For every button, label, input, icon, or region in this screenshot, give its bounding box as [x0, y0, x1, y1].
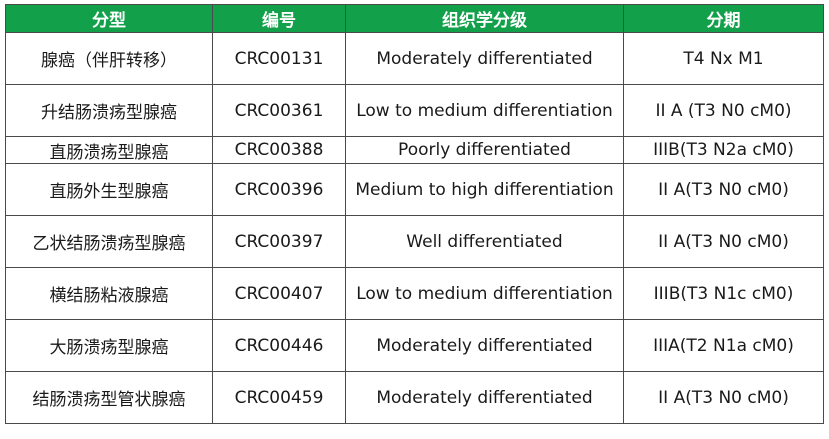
cell-id: CRC00131: [212, 32, 346, 85]
cell-grade: Moderately differentiated: [345, 371, 624, 424]
cell-stage: IIIB(T3 N2a cM0): [623, 136, 824, 164]
cell-id: CRC00446: [212, 319, 346, 372]
table-container: 分型 编号 组织学分级 分期 腺癌（伴肝转移） CRC00131 Moderat…: [5, 4, 824, 424]
cell-type: 横结肠粘液腺癌: [5, 267, 213, 320]
table-row: 乙状结肠溃疡型腺癌 CRC00397 Well differentiated I…: [5, 215, 824, 268]
cell-grade: Poorly differentiated: [345, 136, 624, 164]
cell-id: CRC00397: [212, 215, 346, 268]
table-row: 直肠外生型腺癌 CRC00396 Medium to high differen…: [5, 163, 824, 216]
cell-id: CRC00459: [212, 371, 346, 424]
table-row: 横结肠粘液腺癌 CRC00407 Low to medium different…: [5, 267, 824, 320]
cell-grade: Low to medium differentiation: [345, 267, 624, 320]
cell-stage: II A(T3 N0 cM0): [623, 371, 824, 424]
cell-stage: T4 Nx M1: [623, 32, 824, 85]
header-id: 编号: [212, 4, 346, 33]
cell-type: 腺癌（伴肝转移）: [5, 32, 213, 85]
cell-stage: IIIB(T3 N1c cM0): [623, 267, 824, 320]
table-row: 直肠溃疡型腺癌 CRC00388 Poorly differentiated I…: [5, 136, 824, 164]
cell-type: 直肠溃疡型腺癌: [5, 136, 213, 164]
cell-grade: Moderately differentiated: [345, 32, 624, 85]
cell-stage: II A(T3 N0 cM0): [623, 215, 824, 268]
cell-grade: Low to medium differentiation: [345, 84, 624, 137]
cell-grade: Medium to high differentiation: [345, 163, 624, 216]
table-row: 腺癌（伴肝转移） CRC00131 Moderately differentia…: [5, 32, 824, 85]
cell-id: CRC00407: [212, 267, 346, 320]
header-type: 分型: [5, 4, 213, 33]
cell-grade: Well differentiated: [345, 215, 624, 268]
cell-stage: IIIA(T2 N1a cM0): [623, 319, 824, 372]
table-row: 升结肠溃疡型腺癌 CRC00361 Low to medium differen…: [5, 84, 824, 137]
table-row: 大肠溃疡型腺癌 CRC00446 Moderately differentiat…: [5, 319, 824, 372]
cell-type: 乙状结肠溃疡型腺癌: [5, 215, 213, 268]
header-stage: 分期: [623, 4, 824, 33]
cell-grade: Moderately differentiated: [345, 319, 624, 372]
cell-id: CRC00396: [212, 163, 346, 216]
cell-stage: II A(T3 N0 cM0): [623, 163, 824, 216]
table-row: 结肠溃疡型管状腺癌 CRC00459 Moderately differenti…: [5, 371, 824, 424]
cell-type: 直肠外生型腺癌: [5, 163, 213, 216]
cell-stage: II A (T3 N0 cM0): [623, 84, 824, 137]
cell-type: 大肠溃疡型腺癌: [5, 319, 213, 372]
cell-id: CRC00388: [212, 136, 346, 164]
header-row: 分型 编号 组织学分级 分期: [5, 4, 824, 33]
cell-type: 升结肠溃疡型腺癌: [5, 84, 213, 137]
data-table: 分型 编号 组织学分级 分期 腺癌（伴肝转移） CRC00131 Moderat…: [5, 4, 824, 424]
cell-id: CRC00361: [212, 84, 346, 137]
cell-type: 结肠溃疡型管状腺癌: [5, 371, 213, 424]
header-grade: 组织学分级: [345, 4, 624, 33]
